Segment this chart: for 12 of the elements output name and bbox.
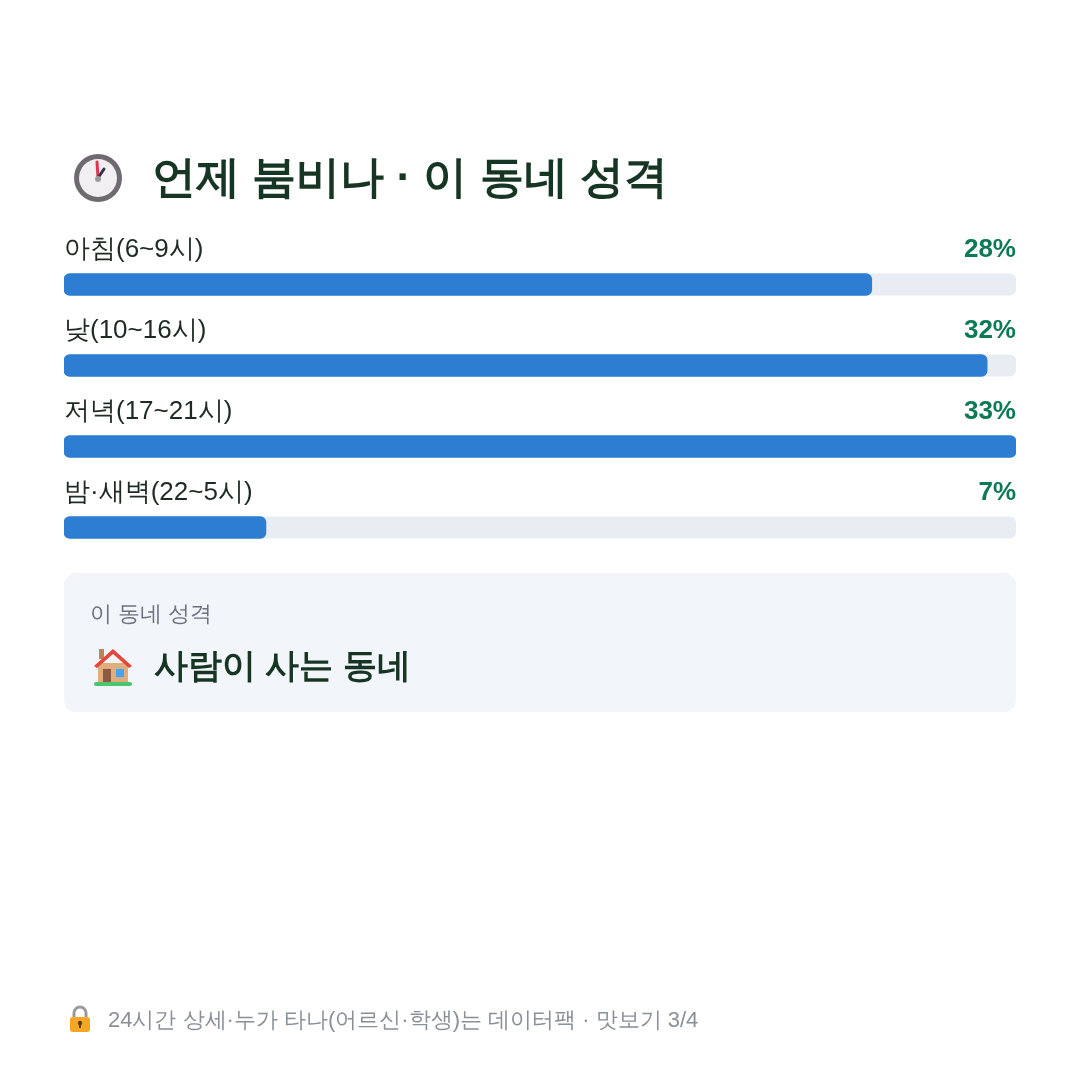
y-tick-label: 아침(6~9시) [64,232,204,263]
text: 24시간 상세·누가 타나(어르신·학생)는 데이터팩 · 맛보기 3/4 [108,1006,699,1034]
y-tick-label: 저녁(17~21시) [64,394,233,425]
data-label: 32% [963,313,1016,344]
data-label: 7% [978,475,1016,506]
data-label: 33% [963,394,1016,425]
data-label: 28% [963,232,1016,263]
y-tick-label: 낮(10~16시) [64,313,207,344]
info-card: 이 동네 성격 사람이 사는 동네 [64,573,1016,712]
y-tick-label: 밤·새벽(22~5시) [64,475,253,506]
bar [64,516,267,539]
chart-title: 언제 붐비나 · 이 동네 성격 [152,151,668,203]
